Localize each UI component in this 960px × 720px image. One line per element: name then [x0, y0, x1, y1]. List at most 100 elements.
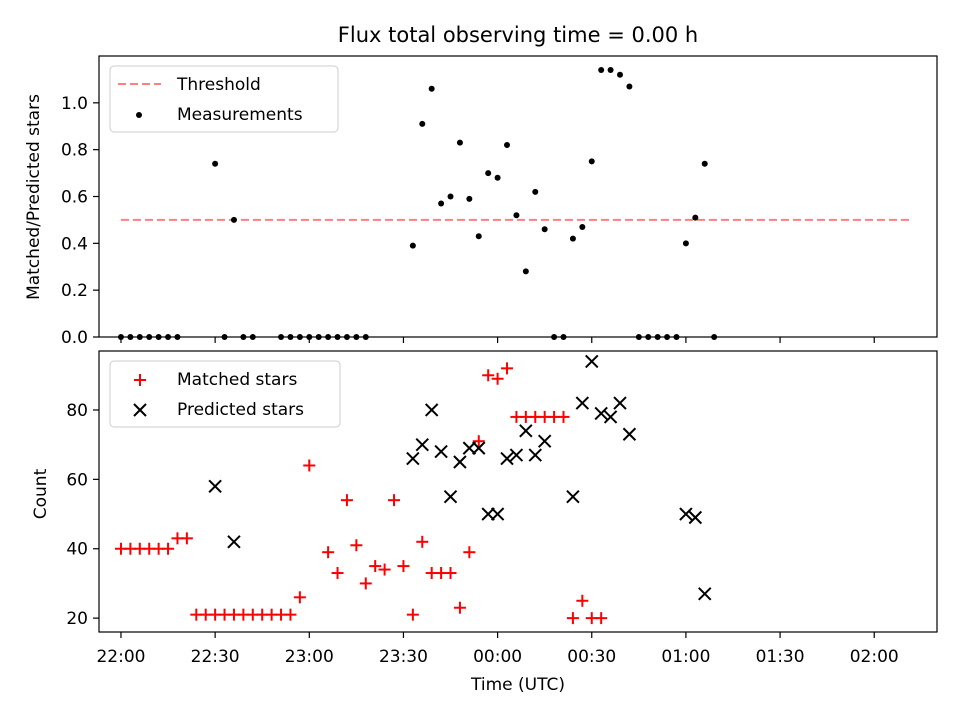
bottom-y-tick-label: 40 — [66, 540, 88, 560]
matched-star-point — [482, 369, 495, 382]
predicted-star-point-b — [679, 507, 693, 521]
matched-star-point — [162, 542, 175, 555]
top-panel: 0.0 0.2 0.4 0.6 0.8 1.0 Matched/Predicted sta… — [24, 55, 938, 348]
bottom-panel: 20 40 60 80 22:00 22:30 23:00 23:30 00:00 00:30 0… — [31, 350, 938, 695]
measurement-point — [428, 85, 435, 92]
matched-star-point — [557, 410, 570, 423]
predicted-star-point-b — [208, 479, 222, 494]
measurement-point — [701, 160, 708, 167]
measurement-point — [296, 334, 303, 340]
x-tick-label: 23:00 — [285, 647, 334, 667]
matched-star-point — [180, 532, 193, 545]
x-tick-label: 22:30 — [191, 647, 240, 667]
measurement-point — [306, 334, 313, 340]
bottom-y-axis-label: Count — [31, 468, 51, 519]
measurement-point — [334, 334, 341, 340]
matched-legend-marker — [134, 374, 146, 386]
x-tick-label: 01:30 — [756, 647, 805, 667]
measurement-point — [409, 242, 416, 249]
predicted-star-point — [509, 448, 524, 462]
predicted-star-point — [434, 444, 448, 459]
predicted-star-point-b — [406, 451, 420, 466]
predicted-star-point — [603, 410, 618, 424]
predicted-star-point-b — [490, 507, 505, 521]
predicted-star-point — [424, 403, 439, 417]
predicted-star-point — [528, 448, 542, 462]
top-y-axis-label: Matched/Predicted stars — [24, 94, 44, 300]
predicted-star-point — [679, 507, 693, 521]
predicted-star-point-b — [613, 396, 627, 410]
top-y-tick-label: 0.0 — [61, 328, 88, 348]
predicted-star-point — [481, 507, 495, 521]
predicted-star-point-b — [500, 451, 514, 466]
predicted-star-point — [227, 535, 241, 549]
measurement-point — [466, 195, 473, 202]
measurement-point — [682, 240, 689, 247]
predicted-star-point-b — [537, 434, 552, 448]
threshold-legend-label: Threshold — [176, 75, 261, 95]
measurement-point — [447, 193, 454, 200]
measurement-point — [645, 334, 652, 340]
matched-star-point — [595, 612, 608, 625]
matched-star-point — [284, 608, 297, 621]
measurement-point — [654, 334, 661, 340]
measurement-point — [626, 83, 633, 90]
measurement-point — [212, 160, 219, 167]
matched-star-point — [303, 459, 316, 472]
measurement-point — [117, 334, 124, 340]
measurements-legend-label: Measurements — [177, 105, 303, 125]
measurement-point — [541, 226, 548, 233]
predicted-star-point-b — [481, 507, 495, 521]
measurement-point — [127, 334, 134, 340]
x-tick-label: 22:00 — [96, 647, 145, 667]
measurement-point — [155, 334, 162, 340]
bottom-legend-box — [109, 360, 341, 428]
predicted-star-point-b — [698, 587, 712, 601]
bottom-y-tick-label: 80 — [66, 401, 88, 421]
bottom-y-axis-ticks: 20 40 60 80 — [66, 401, 99, 629]
top-y-tick-label: 0.2 — [61, 281, 88, 301]
matched-star-point — [491, 372, 504, 385]
matched-star-point — [501, 362, 514, 375]
predicted-star-point — [406, 451, 420, 466]
matched-star-point — [359, 577, 372, 590]
predicted-star-point-b — [434, 444, 448, 459]
predicted-star-point-b — [509, 448, 524, 462]
predicted-star-point — [613, 396, 627, 410]
predicted-star-point-b — [622, 427, 637, 441]
predicted-star-point-b — [227, 535, 241, 549]
measurement-point — [362, 334, 369, 340]
measurement-point — [532, 188, 539, 195]
measurement-point — [485, 170, 492, 177]
measurement-point — [174, 334, 181, 340]
measurement-point — [221, 334, 228, 340]
predicted-star-point — [585, 354, 599, 369]
top-y-tick-label: 0.4 — [61, 234, 88, 254]
measurement-point — [146, 334, 153, 340]
measurement-point — [456, 139, 463, 146]
measurement-point — [278, 334, 285, 340]
matched-star-point — [293, 591, 306, 604]
top-legend-box — [109, 65, 339, 133]
predicted-star-point-b — [575, 396, 590, 410]
matched-star-point — [331, 567, 344, 580]
matched-star-point — [416, 535, 429, 548]
predicted-star-point-b — [594, 406, 608, 421]
predicted-star-point-b — [585, 354, 599, 369]
predicted-star-point-b — [443, 489, 458, 504]
bottom-y-tick-label: 20 — [66, 609, 88, 629]
measurement-point — [560, 334, 567, 340]
top-plot-marks — [117, 67, 912, 340]
top-legend: Threshold Measurements — [109, 65, 339, 133]
predicted-star-point — [462, 441, 477, 455]
matched-legend-label: Matched stars — [177, 370, 297, 390]
predicted-star-point — [472, 441, 486, 455]
x-tick-label: 01:00 — [661, 647, 710, 667]
matched-star-point — [369, 560, 382, 573]
matched-star-point — [444, 567, 457, 580]
measurement-point — [607, 67, 614, 74]
top-y-axis-ticks: 0.0 0.2 0.4 0.6 0.8 1.0 — [61, 94, 99, 348]
matched-star-point — [397, 560, 410, 573]
measurement-point — [240, 334, 247, 340]
